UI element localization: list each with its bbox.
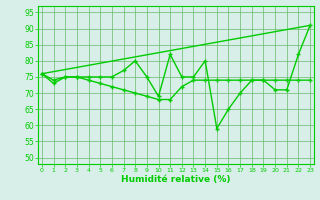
X-axis label: Humidité relative (%): Humidité relative (%) (121, 175, 231, 184)
